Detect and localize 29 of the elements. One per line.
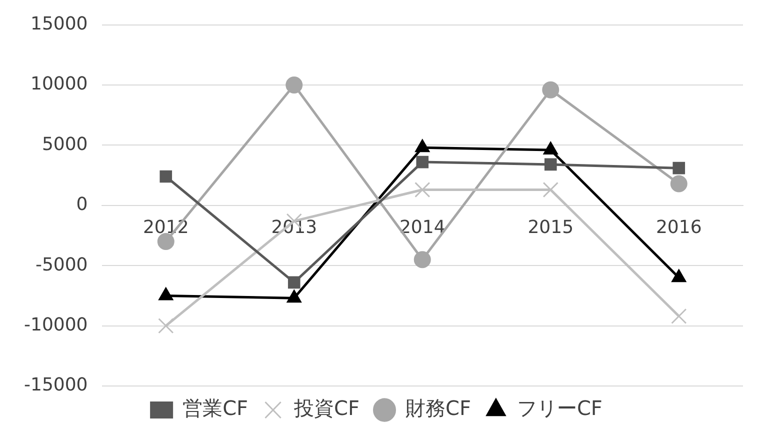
point (672, 162, 686, 174)
legend-label: 営業CF (182, 396, 248, 420)
point (288, 276, 300, 289)
x-tick-label: 2014 (399, 216, 446, 238)
point (416, 156, 429, 168)
point (670, 175, 688, 192)
y-tick-label: 10000 (30, 74, 88, 95)
x-tick-label: 2015 (528, 216, 574, 238)
y-tick-label: -15000 (24, 374, 88, 396)
point (157, 233, 174, 250)
legend-label: 財務CF (406, 396, 471, 420)
y-tick-label: 0 (76, 194, 88, 216)
y-tick-label: 5000 (42, 134, 88, 155)
point (414, 182, 430, 198)
legend-label: フリーCF (516, 396, 602, 420)
y-tick-label: -10000 (24, 314, 88, 336)
point (160, 170, 172, 183)
point (671, 308, 687, 324)
point (544, 158, 557, 171)
legend-label: 投資CF (293, 396, 360, 420)
point (542, 182, 558, 198)
y-tick-label: -5000 (35, 254, 88, 276)
point (158, 318, 174, 334)
point (286, 76, 303, 94)
y-tick-label: 15000 (30, 13, 88, 34)
x-tick-label: 2012 (142, 216, 189, 238)
point (542, 81, 560, 98)
point (414, 251, 431, 268)
x-tick-label: 2016 (656, 216, 702, 238)
